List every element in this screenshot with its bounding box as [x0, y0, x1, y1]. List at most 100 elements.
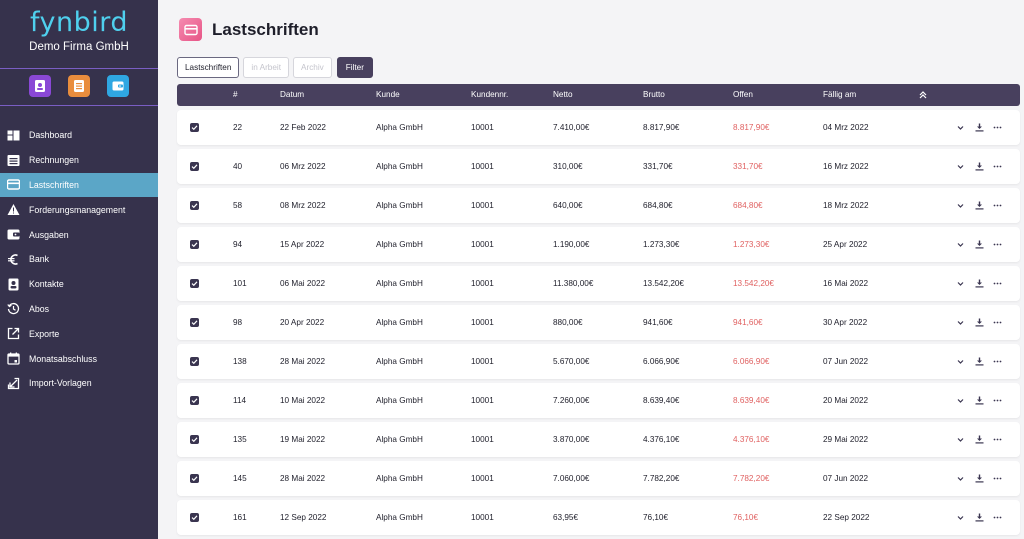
chevron-down-icon[interactable]	[955, 200, 965, 210]
download-icon[interactable]	[974, 395, 984, 405]
filter-button[interactable]: Filter	[336, 57, 373, 78]
nav-item-exporte[interactable]: Exporte	[0, 321, 158, 346]
cell-netto: 310,00€	[553, 162, 583, 171]
table-row[interactable]: 135 19 Mai 2022 Alpha GmbH 10001 3.870,0…	[177, 422, 1020, 457]
download-icon[interactable]	[974, 434, 984, 444]
column-header-datum[interactable]: Datum	[280, 90, 305, 99]
nav-item-abos[interactable]: Abos	[0, 297, 158, 322]
row-checkbox[interactable]	[190, 201, 199, 210]
nav-item-bank[interactable]: Bank	[0, 247, 158, 272]
column-header-kunde[interactable]: Kunde	[376, 90, 400, 99]
row-checkbox[interactable]	[190, 435, 199, 444]
nav-item-lastschriften[interactable]: Lastschriften	[0, 172, 158, 198]
table-row[interactable]: 94 15 Apr 2022 Alpha GmbH 10001 1.190,00…	[177, 227, 1020, 262]
table-row[interactable]: 114 10 Mai 2022 Alpha GmbH 10001 7.260,0…	[177, 383, 1020, 418]
download-icon[interactable]	[974, 356, 984, 366]
chevron-down-icon[interactable]	[955, 512, 965, 522]
table-row[interactable]: 161 12 Sep 2022 Alpha GmbH 10001 63,95€ …	[177, 500, 1020, 535]
nav-item-dashboard[interactable]: Dashboard	[0, 123, 158, 148]
nav-item-ausgaben[interactable]: Ausgaben	[0, 222, 158, 247]
calendar-icon	[6, 352, 20, 366]
cell-faellig: 25 Apr 2022	[823, 240, 868, 249]
chevron-down-icon[interactable]	[955, 161, 965, 171]
quick-wallet-button[interactable]	[107, 75, 129, 97]
row-checkbox[interactable]	[190, 474, 199, 483]
more-icon[interactable]	[992, 239, 1002, 249]
download-icon[interactable]	[974, 239, 984, 249]
chevron-down-icon[interactable]	[955, 239, 965, 249]
column-header-nr[interactable]: #	[233, 90, 238, 99]
download-icon[interactable]	[974, 317, 984, 327]
chevron-down-icon[interactable]	[955, 434, 965, 444]
more-icon[interactable]	[992, 200, 1002, 210]
column-header-offen[interactable]: Offen	[733, 90, 753, 99]
column-header-faellig[interactable]: Fällig am	[823, 90, 857, 99]
row-checkbox[interactable]	[190, 396, 199, 405]
table-row[interactable]: 138 28 Mai 2022 Alpha GmbH 10001 5.670,0…	[177, 344, 1020, 379]
contact-icon	[6, 277, 20, 291]
row-checkbox[interactable]	[190, 357, 199, 366]
tab-archiv[interactable]: Archiv	[293, 57, 332, 78]
more-icon[interactable]	[992, 512, 1002, 522]
cell-kunde: Alpha GmbH	[376, 396, 423, 405]
download-icon[interactable]	[974, 473, 984, 483]
row-checkbox[interactable]	[190, 513, 199, 522]
chevron-down-icon[interactable]	[955, 473, 965, 483]
cell-offen: 8.817,90€	[733, 123, 770, 132]
row-checkbox[interactable]	[190, 123, 199, 132]
column-header-brutto[interactable]: Brutto	[643, 90, 665, 99]
company-name[interactable]: Demo Firma GmbH	[29, 41, 129, 53]
chevron-down-icon[interactable]	[955, 122, 965, 132]
more-icon[interactable]	[992, 434, 1002, 444]
table-row[interactable]: 22 22 Feb 2022 Alpha GmbH 10001 7.410,00…	[177, 110, 1020, 145]
tab-in-arbeit[interactable]: in Arbeit	[243, 57, 290, 78]
table-row[interactable]: 98 20 Apr 2022 Alpha GmbH 10001 880,00€ …	[177, 305, 1020, 340]
cell-kunde: Alpha GmbH	[376, 474, 423, 483]
card-icon	[179, 18, 202, 41]
row-checkbox[interactable]	[190, 279, 199, 288]
more-icon[interactable]	[992, 278, 1002, 288]
more-icon[interactable]	[992, 122, 1002, 132]
nav-item-import-vorlagen[interactable]: Import-Vorlagen	[0, 371, 158, 396]
cell-kundennr: 10001	[471, 474, 494, 483]
row-checkbox[interactable]	[190, 240, 199, 249]
cell-datum: 28 Mai 2022	[280, 357, 326, 366]
cell-offen: 8.639,40€	[733, 396, 770, 405]
column-header-netto[interactable]: Netto	[553, 90, 573, 99]
table-row[interactable]: 101 06 Mai 2022 Alpha GmbH 10001 11.380,…	[177, 266, 1020, 301]
table-row[interactable]: 40 06 Mrz 2022 Alpha GmbH 10001 310,00€ …	[177, 149, 1020, 184]
nav-item-kontakte[interactable]: Kontakte	[0, 272, 158, 297]
check-icon	[191, 320, 198, 326]
sort-up-icon[interactable]	[919, 90, 927, 100]
cell-faellig: 16 Mai 2022	[823, 279, 869, 288]
nav-item-monatsabschluss[interactable]: Monatsabschluss	[0, 346, 158, 371]
app-logo[interactable]: fynbird	[29, 7, 129, 38]
cell-datum: 28 Mai 2022	[280, 474, 326, 483]
check-icon	[191, 437, 198, 443]
more-icon[interactable]	[992, 356, 1002, 366]
more-icon[interactable]	[992, 317, 1002, 327]
cell-netto: 880,00€	[553, 318, 583, 327]
download-icon[interactable]	[974, 200, 984, 210]
quick-invoice-button[interactable]	[68, 75, 90, 97]
chevron-down-icon[interactable]	[955, 278, 965, 288]
row-checkbox[interactable]	[190, 318, 199, 327]
nav-item-forderungsmanagement[interactable]: Forderungsmanagement	[0, 197, 158, 222]
download-icon[interactable]	[974, 161, 984, 171]
chevron-down-icon[interactable]	[955, 395, 965, 405]
more-icon[interactable]	[992, 395, 1002, 405]
chevron-down-icon[interactable]	[955, 317, 965, 327]
more-icon[interactable]	[992, 161, 1002, 171]
row-checkbox[interactable]	[190, 162, 199, 171]
chevron-down-icon[interactable]	[955, 356, 965, 366]
table-row[interactable]: 58 08 Mrz 2022 Alpha GmbH 10001 640,00€ …	[177, 188, 1020, 223]
column-header-kundennr[interactable]: Kundennr.	[471, 90, 509, 99]
download-icon[interactable]	[974, 278, 984, 288]
quick-contact-button[interactable]	[29, 75, 51, 97]
more-icon[interactable]	[992, 473, 1002, 483]
download-icon[interactable]	[974, 512, 984, 522]
table-row[interactable]: 145 28 Mai 2022 Alpha GmbH 10001 7.060,0…	[177, 461, 1020, 496]
tab-lastschriften[interactable]: Lastschriften	[177, 57, 240, 78]
download-icon[interactable]	[974, 122, 984, 132]
nav-item-rechnungen[interactable]: Rechnungen	[0, 148, 158, 173]
